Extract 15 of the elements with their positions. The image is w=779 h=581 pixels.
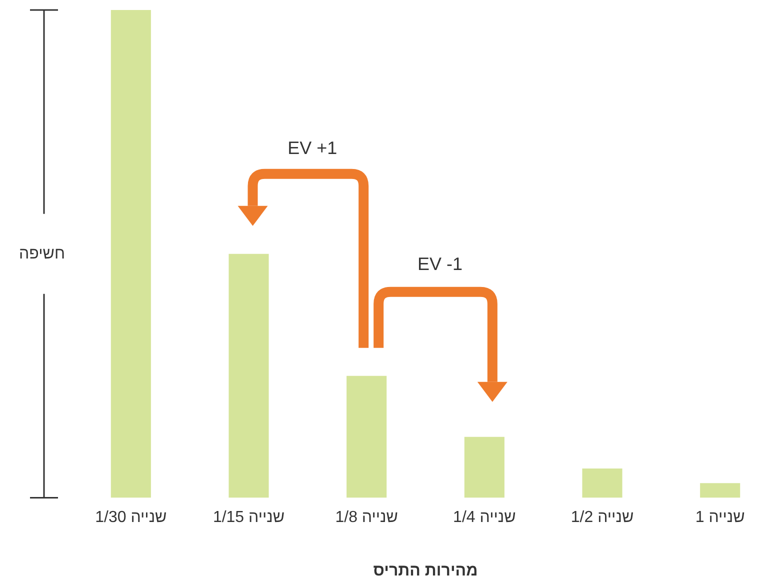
- bar: [582, 468, 622, 498]
- x-tick-label: 1 שנייה: [695, 508, 745, 526]
- bar: [110, 10, 151, 498]
- annotation: EV -1: [418, 254, 463, 275]
- bar: [700, 483, 740, 498]
- x-axis-title: מהירות התריס: [373, 562, 478, 580]
- y-axis-title: חשיפה: [19, 245, 65, 262]
- x-tick-label: 1/8 שנייה: [335, 508, 398, 526]
- x-tick-label: 1/2 שנייה: [570, 508, 634, 526]
- x-tick-label: 1/30 שנייה: [95, 508, 167, 526]
- annotation: EV +1: [288, 138, 338, 159]
- bar: [346, 376, 387, 498]
- x-tick-label: 1/15 שנייה: [212, 508, 285, 526]
- x-tick-label: 1/4 שנייה: [453, 508, 516, 526]
- bar: [464, 436, 504, 498]
